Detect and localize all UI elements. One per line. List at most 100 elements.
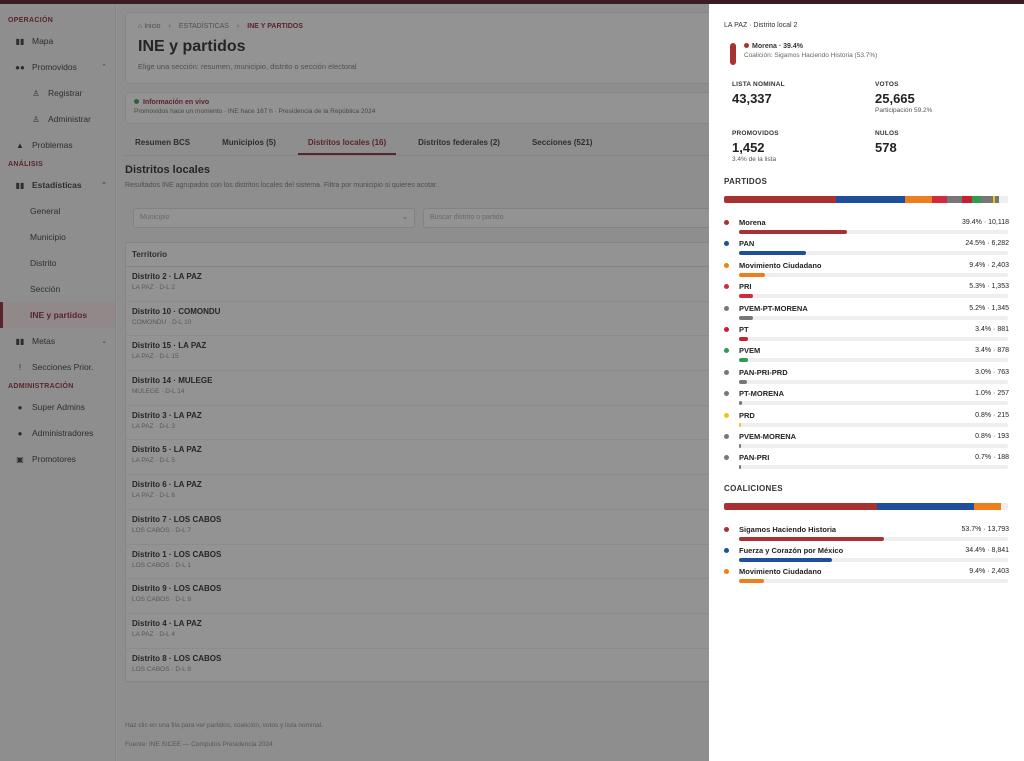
party-dot-icon (724, 569, 729, 575)
party-name: PVEM (739, 346, 761, 356)
party-name: Movimiento Ciudadano (739, 260, 822, 270)
party-name: PRD (739, 410, 755, 420)
partidos-segment (992, 196, 995, 203)
partidos-list: Morena 39.4% · 10,118 PAN 24.5% · 6,282 Movi… (724, 213, 1009, 470)
party-name: PT-MORENA (739, 389, 784, 399)
partidos-segment (961, 196, 972, 203)
party-value: 3.4% · 878 (975, 347, 1009, 355)
party-dot-icon (724, 548, 729, 554)
partidos-segment (932, 196, 948, 203)
party-bar-track (739, 230, 1008, 234)
party-dot-icon (724, 326, 729, 332)
partidos-row: PAN-PRI 0.7% · 188 (724, 448, 1009, 470)
party-bar-fill (739, 422, 742, 427)
partidos-row: Movimiento Ciudadano 9.4% · 2,403 (724, 256, 1009, 277)
party-name: PVEM-PT-MORENA (739, 303, 808, 313)
party-value: 24.5% · 6,282 (965, 240, 1009, 248)
partidos-segment (981, 196, 990, 203)
party-bar-fill (739, 465, 741, 470)
party-bar-track (739, 422, 1008, 427)
district-detail-panel: LA PAZ · Distrito local 2 Morena · 39.4%… (709, 4, 1024, 761)
party-value: 53.7% · 13,793 (961, 525, 1009, 533)
party-dot-icon (724, 391, 729, 397)
lead-party-summary: Morena · 39.4% Coalición: Sigamos Hacien… (730, 43, 1009, 65)
modal-overlay[interactable] (0, 4, 709, 761)
party-bar-fill (739, 536, 885, 541)
party-name: PVEM-MORENA (739, 431, 797, 441)
party-name: Sigamos Haciendo Historia (739, 524, 837, 534)
partidos-row: PRD 0.8% · 215 (724, 406, 1009, 427)
stat-label: PROMOVIDOS (732, 130, 779, 137)
party-name: PRI (739, 282, 752, 292)
party-bar-track (739, 358, 1008, 363)
party-bar-fill (739, 294, 754, 299)
party-dot-icon (724, 455, 729, 461)
partidos-row: PAN-PRI-PRD 3.0% · 763 (724, 363, 1009, 384)
party-bar-fill (739, 336, 749, 341)
coaliciones-row: Sigamos Haciendo Historia 53.7% · 13,793 (724, 520, 1009, 541)
stat-value: 578 (875, 140, 897, 155)
coaliciones-heading: COALICIONES (724, 483, 783, 493)
partidos-segment (989, 196, 993, 203)
party-dot-icon (724, 348, 729, 354)
partidos-row: PVEM-MORENA 0.8% · 193 (724, 427, 1009, 448)
party-bar-fill (739, 401, 742, 406)
partidos-row: Morena 39.4% · 10,118 (724, 213, 1009, 234)
party-value: 9.4% · 2,403 (969, 261, 1009, 269)
party-bar-track (739, 336, 1008, 341)
partidos-segment (905, 196, 933, 203)
stat-nulos: NULOS 578 (875, 130, 1018, 163)
party-name: Fuerza y Corazón por México (739, 546, 844, 556)
stat-hint: 3.4% de la lista (732, 156, 777, 163)
party-value: 39.4% · 10,118 (962, 219, 1009, 226)
partidos-row: PAN 24.5% · 6,282 (724, 234, 1009, 256)
party-bar-fill (739, 272, 765, 277)
party-dot-icon (724, 284, 729, 290)
coaliciones-list: Sigamos Haciendo Historia 53.7% · 13,793 F… (724, 520, 1009, 584)
coaliciones-segment (724, 502, 877, 510)
party-value: 3.0% · 763 (975, 368, 1009, 376)
partidos-row: PT 3.4% · 881 (724, 320, 1009, 341)
party-dot-icon (724, 369, 729, 375)
stat-votos: VOTOS 25,665 Participación 59.2% (875, 81, 1018, 114)
stat-hint: Participación 59.2% (875, 107, 933, 114)
coaliciones-segment (974, 502, 1001, 510)
party-value: 0.8% · 193 (975, 432, 1009, 440)
party-value: 5.3% · 1,353 (969, 283, 1009, 291)
panel-location: LA PAZ · Distrito local 2 (724, 22, 798, 29)
lead-color-bar (730, 43, 736, 65)
party-name: PAN-PRI-PRD (739, 367, 788, 377)
party-name: PT (739, 324, 749, 334)
party-value: 1.0% · 257 (975, 390, 1009, 398)
partidos-row: PRI 5.3% · 1,353 (724, 277, 1009, 299)
stat-label: VOTOS (875, 81, 899, 88)
stat-label: LISTA NOMINAL (732, 81, 785, 88)
partidos-row: PT-MORENA 1.0% · 257 (724, 384, 1009, 406)
party-dot-icon (724, 433, 729, 439)
party-value: 0.8% · 215 (975, 411, 1009, 419)
partidos-segment-rest (999, 196, 1008, 203)
party-dot-icon (724, 412, 729, 418)
coaliciones-segment (876, 502, 975, 510)
party-value: 9.4% · 2,403 (969, 568, 1009, 576)
party-bar-track (739, 401, 1008, 406)
partidos-segment (947, 196, 962, 203)
coaliciones-stacked-bar (724, 502, 1008, 510)
party-dot-icon (724, 241, 729, 247)
party-bar-fill (739, 358, 749, 363)
coaliciones-row: Fuerza y Corazón por México 34.4% · 8,841 (724, 541, 1009, 563)
app: OPERACIÓN ▮▮Mapa ●●Promovidos⌃ ♙Registra… (0, 4, 1024, 761)
party-name: Movimiento Ciudadano (739, 567, 822, 577)
stat-value: 1,452 (732, 140, 765, 155)
party-value: 5.2% · 1,345 (969, 304, 1009, 312)
party-dot-icon (724, 526, 729, 532)
coaliciones-row: Movimiento Ciudadano 9.4% · 2,403 (724, 562, 1009, 584)
party-bar-track (739, 443, 1008, 448)
stat-label: NULOS (875, 130, 899, 137)
partidos-row: PVEM-PT-MORENA 5.2% · 1,345 (724, 299, 1009, 320)
partidos-segment (971, 196, 982, 203)
party-value: 0.7% · 188 (975, 454, 1009, 462)
party-bar-track (739, 251, 1008, 256)
stat-promovidos: PROMOVIDOS 1,452 3.4% de la lista (732, 130, 875, 163)
party-name: Morena (739, 218, 766, 227)
